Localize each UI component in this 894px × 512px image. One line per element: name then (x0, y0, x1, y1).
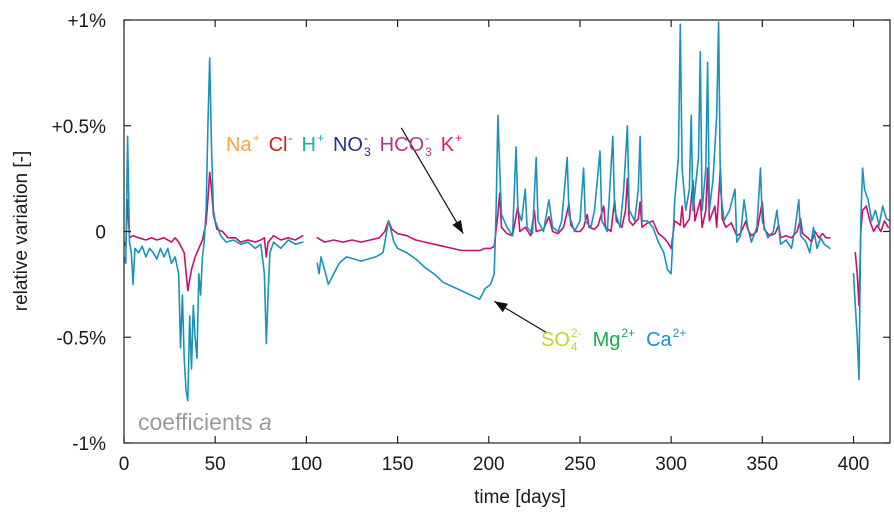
legend-entry-base: Na (226, 134, 252, 156)
legend-entry: Cl - (269, 131, 293, 156)
legend-entry: SO 2-4 (541, 326, 582, 354)
legend-entry-sub: 3 (425, 145, 432, 159)
y-tick-label: -1% (72, 434, 106, 455)
x-tick-label: 0 (119, 454, 130, 475)
x-tick-label: 50 (205, 454, 226, 475)
legend-entry-sub: 4 (571, 340, 578, 354)
series-0-segment-0 (124, 171, 304, 292)
legend-entry: K + (441, 131, 462, 156)
x-tick-label: 200 (473, 454, 505, 475)
x-axis-title: time [days] (474, 487, 566, 508)
coefficients-annotation: coefficients a (138, 409, 272, 435)
y-tick-label: -0.5% (56, 328, 106, 349)
series-1-segment-1 (316, 21, 831, 300)
series-1-segment-0 (124, 57, 304, 402)
x-tick-label: 250 (564, 454, 596, 475)
legend-entry-sup: + (317, 131, 324, 145)
legend-entry-base: HCO (380, 134, 424, 156)
legend-entry-base: K (441, 134, 455, 156)
legend-entry-sup: - (425, 131, 429, 145)
legend-entry-sup: 2+ (621, 326, 635, 340)
legend-entry-sub: 3 (364, 145, 371, 159)
legend-entry-base: Mg (593, 329, 621, 351)
legend-entry-base: Cl (269, 134, 288, 156)
plot-frame (123, 19, 891, 444)
legend-entry-sup: - (288, 131, 292, 145)
series-layer (124, 21, 890, 402)
legend-entry-sup: + (455, 131, 462, 145)
x-tick-label: 400 (838, 454, 870, 475)
legend-entry: Ca 2+ (646, 326, 686, 351)
legend-entry-sup: 2- (571, 326, 582, 340)
arrow-line-0 (400, 127, 464, 234)
arrows-layer (400, 127, 548, 334)
x-tick-label: 100 (291, 454, 323, 475)
series-1-segment-2 (852, 167, 890, 381)
arrow-head-0 (452, 219, 464, 234)
legend-entry-base: SO (541, 329, 570, 351)
legend-entry: HCO -3 (380, 131, 432, 159)
x-tick-label: 150 (382, 454, 414, 475)
y-tick-label: 0 (95, 223, 106, 244)
legend-entry: Mg 2+ (593, 326, 635, 351)
y-axis-title: relative variation [-] (11, 151, 32, 312)
legend-entry-sup: + (253, 131, 260, 145)
legend-entry-base: NO (333, 134, 363, 156)
legend-entry-base: Ca (646, 329, 672, 351)
ticks-layer: 0 50 100 150 200 250 300 350 400 +1% +0.5% 0 -0.5% -1… (52, 11, 890, 475)
x-tick-label: 350 (746, 454, 778, 475)
legend-entry-base: H (301, 134, 315, 156)
y-tick-label: +0.5% (52, 117, 107, 138)
arrow-head-1 (494, 301, 508, 313)
series-0-segment-2 (854, 205, 889, 307)
series-0-segment-1 (316, 167, 831, 252)
legend-entry-sup: 2+ (673, 326, 687, 340)
legend-entry: NO -3 (333, 131, 371, 159)
legend-entry-sup: - (364, 131, 368, 145)
x-tick-label: 300 (655, 454, 687, 475)
y-tick-label: +1% (67, 11, 106, 32)
legend-entry: Na + (226, 131, 260, 156)
legend-entry: H + (301, 131, 323, 156)
